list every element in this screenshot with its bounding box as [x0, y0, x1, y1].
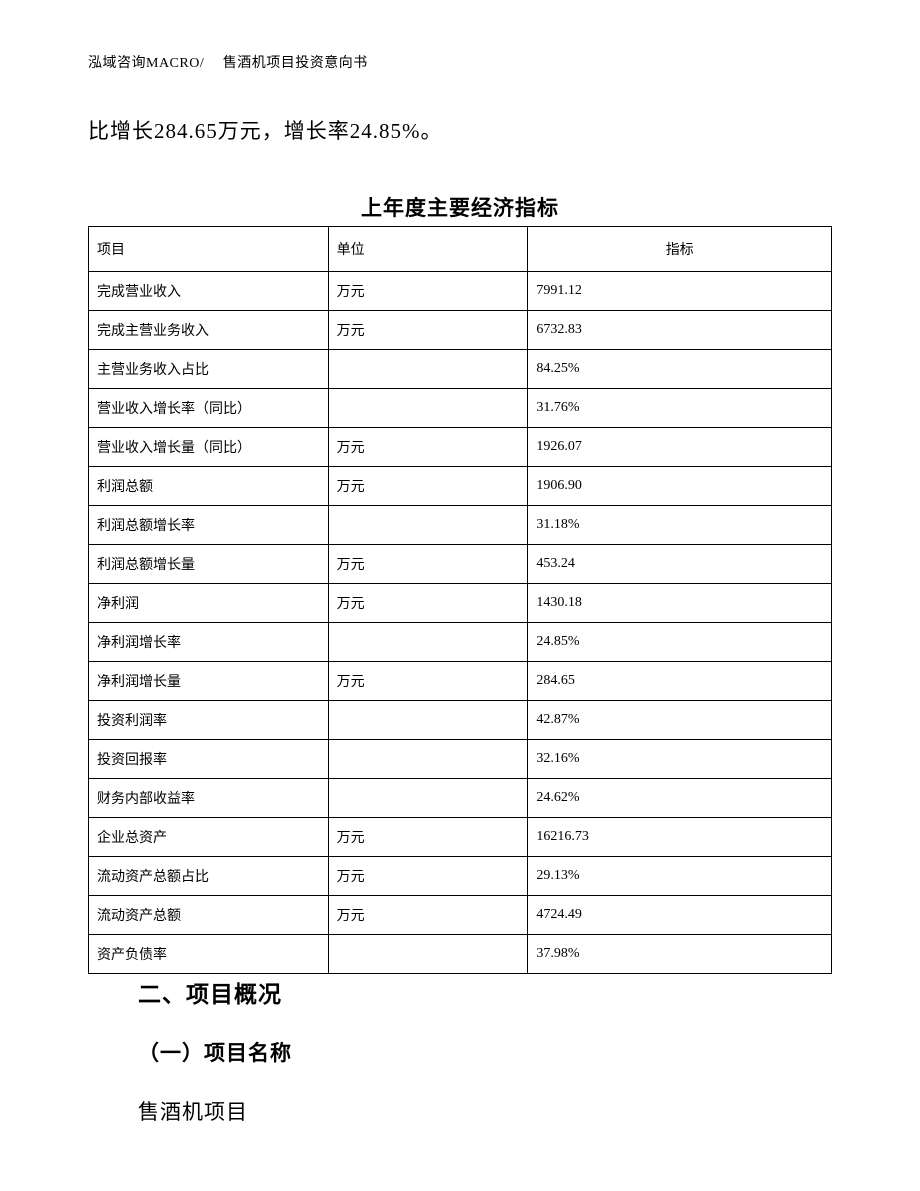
table-cell: 1906.90 [528, 467, 832, 506]
table-row: 财务内部收益率 24.62% [89, 779, 832, 818]
section-body-text: 售酒机项目 [138, 1096, 248, 1126]
table-cell: 万元 [328, 662, 528, 701]
table-cell: 1926.07 [528, 428, 832, 467]
table-row: 流动资产总额占比万元29.13% [89, 857, 832, 896]
table-row: 利润总额万元1906.90 [89, 467, 832, 506]
table-cell: 万元 [328, 818, 528, 857]
table-cell: 营业收入增长率（同比） [89, 389, 329, 428]
col-header-unit: 单位 [328, 227, 528, 272]
table-cell: 万元 [328, 467, 528, 506]
table-cell: 31.76% [528, 389, 832, 428]
table-cell [328, 350, 528, 389]
table-row: 净利润增长量万元284.65 [89, 662, 832, 701]
table-cell: 利润总额 [89, 467, 329, 506]
table-cell: 利润总额增长率 [89, 506, 329, 545]
table-cell: 万元 [328, 272, 528, 311]
table-header-row: 项目 单位 指标 [89, 227, 832, 272]
table-cell: 4724.49 [528, 896, 832, 935]
table-cell: 投资利润率 [89, 701, 329, 740]
table-cell: 万元 [328, 896, 528, 935]
table-row: 企业总资产万元16216.73 [89, 818, 832, 857]
table-title: 上年度主要经济指标 [0, 192, 920, 222]
page-header: 泓域咨询MACRO/ 售酒机项目投资意向书 [88, 52, 368, 72]
table-row: 利润总额增长率 31.18% [89, 506, 832, 545]
table-cell: 42.87% [528, 701, 832, 740]
table-cell: 453.24 [528, 545, 832, 584]
table-row: 流动资产总额万元4724.49 [89, 896, 832, 935]
table-cell: 万元 [328, 584, 528, 623]
table-cell: 万元 [328, 311, 528, 350]
table-row: 净利润万元1430.18 [89, 584, 832, 623]
table-cell: 企业总资产 [89, 818, 329, 857]
table-row: 投资利润率 42.87% [89, 701, 832, 740]
table-cell [328, 389, 528, 428]
table-cell [328, 701, 528, 740]
table-cell [328, 935, 528, 974]
table-row: 投资回报率 32.16% [89, 740, 832, 779]
body-paragraph: 比增长284.65万元，增长率24.85%。 [88, 115, 443, 145]
table-cell: 流动资产总额占比 [89, 857, 329, 896]
table-cell: 万元 [328, 545, 528, 584]
table-cell: 完成营业收入 [89, 272, 329, 311]
economic-indicators-table: 项目 单位 指标 完成营业收入万元7991.12完成主营业务收入万元6732.8… [88, 226, 832, 974]
table-row: 营业收入增长率（同比） 31.76% [89, 389, 832, 428]
table-row: 主营业务收入占比 84.25% [89, 350, 832, 389]
table-cell: 284.65 [528, 662, 832, 701]
table-cell [328, 779, 528, 818]
table-cell: 利润总额增长量 [89, 545, 329, 584]
table-row: 净利润增长率 24.85% [89, 623, 832, 662]
table-cell: 16216.73 [528, 818, 832, 857]
table-cell: 24.62% [528, 779, 832, 818]
table-row: 营业收入增长量（同比）万元1926.07 [89, 428, 832, 467]
section-subheading: （一）项目名称 [138, 1037, 292, 1067]
table-cell: 32.16% [528, 740, 832, 779]
col-header-value: 指标 [528, 227, 832, 272]
table-cell: 万元 [328, 857, 528, 896]
table-cell: 6732.83 [528, 311, 832, 350]
table-cell: 财务内部收益率 [89, 779, 329, 818]
table-cell: 7991.12 [528, 272, 832, 311]
table-cell: 主营业务收入占比 [89, 350, 329, 389]
table-cell: 万元 [328, 428, 528, 467]
table-cell [328, 506, 528, 545]
table-cell: 完成主营业务收入 [89, 311, 329, 350]
table-row: 利润总额增长量万元453.24 [89, 545, 832, 584]
table-cell: 84.25% [528, 350, 832, 389]
table-cell: 37.98% [528, 935, 832, 974]
table-cell [328, 740, 528, 779]
table-row: 资产负债率 37.98% [89, 935, 832, 974]
table-cell: 31.18% [528, 506, 832, 545]
table-cell: 营业收入增长量（同比） [89, 428, 329, 467]
table-cell: 净利润 [89, 584, 329, 623]
table-cell: 资产负债率 [89, 935, 329, 974]
table-cell: 投资回报率 [89, 740, 329, 779]
table-cell [328, 623, 528, 662]
table-cell: 29.13% [528, 857, 832, 896]
table-cell: 24.85% [528, 623, 832, 662]
table-row: 完成营业收入万元7991.12 [89, 272, 832, 311]
table-cell: 净利润增长量 [89, 662, 329, 701]
col-header-item: 项目 [89, 227, 329, 272]
table-cell: 1430.18 [528, 584, 832, 623]
table-cell: 流动资产总额 [89, 896, 329, 935]
table-cell: 净利润增长率 [89, 623, 329, 662]
table-row: 完成主营业务收入万元6732.83 [89, 311, 832, 350]
section-heading: 二、项目概况 [138, 975, 282, 1009]
